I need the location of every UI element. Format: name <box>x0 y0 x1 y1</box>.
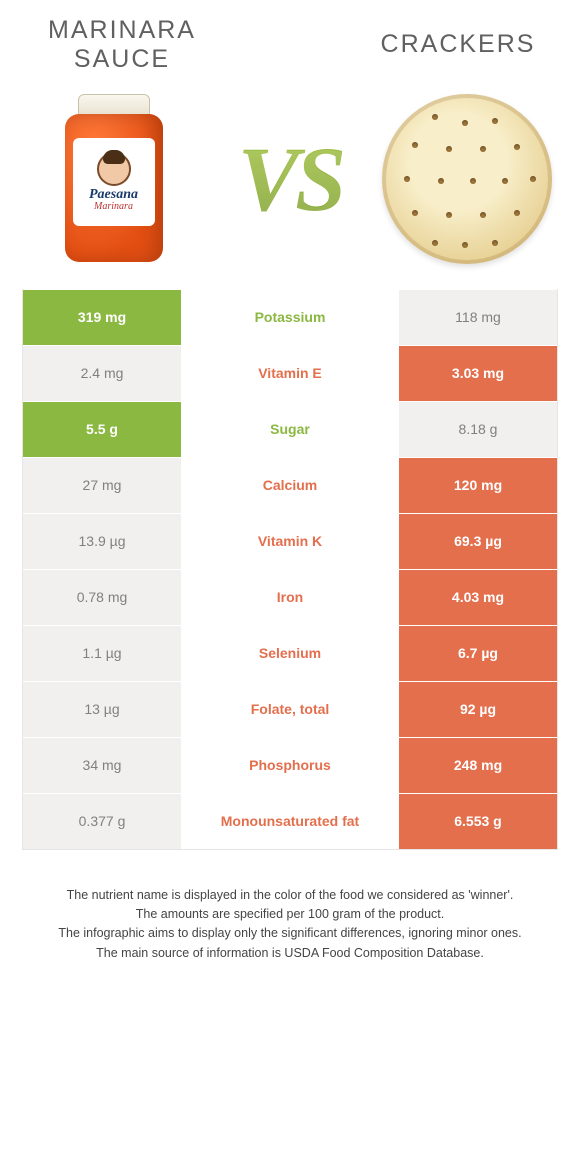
nutrient-label: Iron <box>181 570 399 625</box>
right-value: 4.03 mg <box>399 570 557 625</box>
footnotes: The nutrient name is displayed in the co… <box>22 886 558 964</box>
right-value: 6.553 g <box>399 794 557 849</box>
nutrient-label: Selenium <box>181 626 399 681</box>
left-food-title: MARINARA SAUCE <box>22 16 222 74</box>
nutrient-label: Monounsaturated fat <box>181 794 399 849</box>
comparison-table: 319 mgPotassium118 mg2.4 mgVitamin E3.03… <box>22 289 558 850</box>
left-food-image: Paesana Marinara <box>26 92 201 267</box>
header-row: MARINARA SAUCE CRACKERS <box>22 16 558 74</box>
footnote-line: The amounts are specified per 100 gram o… <box>30 905 550 924</box>
right-value: 120 mg <box>399 458 557 513</box>
left-value: 1.1 µg <box>23 626 181 681</box>
table-row: 13 µgFolate, total92 µg <box>23 681 557 737</box>
right-value: 3.03 mg <box>399 346 557 401</box>
left-value: 0.78 mg <box>23 570 181 625</box>
table-row: 0.377 gMonounsaturated fat6.553 g <box>23 793 557 849</box>
marinara-jar-icon: Paesana Marinara <box>65 94 163 264</box>
table-row: 34 mgPhosphorus248 mg <box>23 737 557 793</box>
table-row: 13.9 µgVitamin K69.3 µg <box>23 513 557 569</box>
right-value: 248 mg <box>399 738 557 793</box>
table-row: 0.78 mgIron4.03 mg <box>23 569 557 625</box>
footnote-line: The main source of information is USDA F… <box>30 944 550 963</box>
vs-label: VS <box>238 126 343 232</box>
nutrient-label: Vitamin E <box>181 346 399 401</box>
nutrient-label: Vitamin K <box>181 514 399 569</box>
table-row: 2.4 mgVitamin E3.03 mg <box>23 345 557 401</box>
right-value: 6.7 µg <box>399 626 557 681</box>
nutrient-label: Folate, total <box>181 682 399 737</box>
right-value: 118 mg <box>399 290 557 345</box>
table-row: 27 mgCalcium120 mg <box>23 457 557 513</box>
left-value: 13.9 µg <box>23 514 181 569</box>
table-row: 319 mgPotassium118 mg <box>23 289 557 345</box>
left-value: 2.4 mg <box>23 346 181 401</box>
left-value: 34 mg <box>23 738 181 793</box>
right-value: 69.3 µg <box>399 514 557 569</box>
right-food-title: CRACKERS <box>358 30 558 59</box>
cracker-icon <box>382 94 552 264</box>
nutrient-label: Sugar <box>181 402 399 457</box>
nutrient-label: Phosphorus <box>181 738 399 793</box>
right-value: 92 µg <box>399 682 557 737</box>
right-value: 8.18 g <box>399 402 557 457</box>
nutrient-label: Potassium <box>181 290 399 345</box>
left-value: 0.377 g <box>23 794 181 849</box>
jar-brand-text: Paesana <box>89 188 138 202</box>
left-value: 27 mg <box>23 458 181 513</box>
right-food-image <box>379 92 554 267</box>
table-row: 1.1 µgSelenium6.7 µg <box>23 625 557 681</box>
footnote-line: The nutrient name is displayed in the co… <box>30 886 550 905</box>
left-value: 13 µg <box>23 682 181 737</box>
footnote-line: The infographic aims to display only the… <box>30 924 550 943</box>
table-row: 5.5 gSugar8.18 g <box>23 401 557 457</box>
left-value: 5.5 g <box>23 402 181 457</box>
nutrient-label: Calcium <box>181 458 399 513</box>
images-row: Paesana Marinara VS <box>22 92 558 267</box>
left-value: 319 mg <box>23 290 181 345</box>
jar-subbrand-text: Marinara <box>94 202 133 212</box>
